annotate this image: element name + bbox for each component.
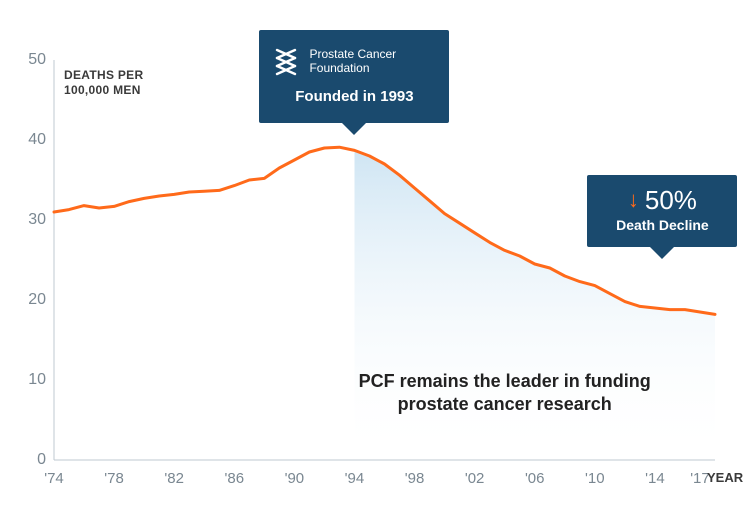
callout-pointer-icon <box>342 123 366 135</box>
down-arrow-icon: ↓ <box>628 189 639 211</box>
x-tick-6: '98 <box>405 470 425 487</box>
x-tick-9: '10 <box>585 470 605 487</box>
y-axis-label-line1: DEATHS PER <box>64 68 143 83</box>
x-tick-2: '82 <box>164 470 184 487</box>
org-name-line1: Prostate Cancer <box>309 47 396 61</box>
org-name-line2: Foundation <box>309 61 396 75</box>
x-tick-1: '78 <box>104 470 124 487</box>
x-tick-3: '86 <box>224 470 244 487</box>
y-tick-5: 50 <box>0 51 46 69</box>
x-tick-5: '94 <box>345 470 365 487</box>
x-tick-7: '02 <box>465 470 485 487</box>
founded-text: Founded in 1993 <box>273 88 435 105</box>
y-tick-4: 40 <box>0 131 46 149</box>
y-tick-3: 30 <box>0 211 46 229</box>
decline-sub: Death Decline <box>597 217 727 233</box>
leader-text-line2: prostate cancer research <box>325 393 685 416</box>
x-axis-label: YEAR <box>707 470 743 485</box>
x-tick-8: '06 <box>525 470 545 487</box>
y-axis-label: DEATHS PER 100,000 MEN <box>64 68 143 98</box>
y-tick-1: 10 <box>0 371 46 389</box>
y-tick-0: 0 <box>0 451 46 469</box>
leader-text: PCF remains the leader in funding prosta… <box>325 370 685 417</box>
pcf-logo-icon <box>273 44 299 78</box>
org-name: Prostate Cancer Foundation <box>309 47 396 76</box>
y-tick-2: 20 <box>0 291 46 309</box>
decline-percent: 50% <box>645 187 697 213</box>
founded-callout: Prostate Cancer Foundation Founded in 19… <box>259 30 449 123</box>
chart-stage: 0 10 20 30 40 50 '74 '78 '82 '86 '90 '94… <box>0 0 745 510</box>
callout-pointer-icon <box>650 247 674 259</box>
y-axis-label-line2: 100,000 MEN <box>64 83 143 98</box>
leader-text-line1: PCF remains the leader in funding <box>325 370 685 393</box>
x-tick-10: '14 <box>645 470 665 487</box>
x-tick-0: '74 <box>44 470 64 487</box>
x-tick-4: '90 <box>285 470 305 487</box>
decline-callout: ↓ 50% Death Decline <box>587 175 737 247</box>
